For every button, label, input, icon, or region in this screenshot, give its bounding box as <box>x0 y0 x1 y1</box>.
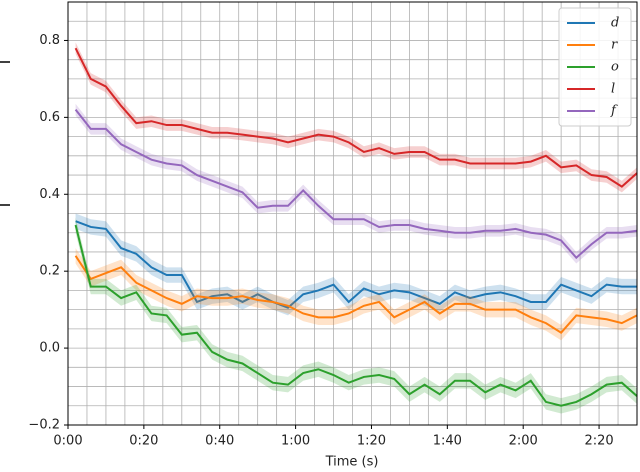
x-tick-label: 1:20 <box>357 434 386 449</box>
y-tick-label: 0.4 <box>39 187 60 202</box>
x-tick-label: 1:40 <box>433 434 462 449</box>
legend-label: f <box>610 104 618 119</box>
x-tick-label: 0:00 <box>53 434 82 449</box>
error-band <box>75 213 637 316</box>
legend-label: d <box>611 16 619 31</box>
y-tick-label: 0.6 <box>39 110 60 125</box>
y-tick-label: −0.2 <box>28 418 60 433</box>
legend-label: r <box>611 38 618 53</box>
x-tick-label: 2:00 <box>509 434 538 449</box>
x-tick-label: 0:20 <box>129 434 158 449</box>
line <box>75 220 637 309</box>
x-tick-label: 0:40 <box>205 434 234 449</box>
plot-frame <box>67 1 638 426</box>
y-tick-label: 0.2 <box>39 264 60 279</box>
y-tick-label: 0.0 <box>39 341 60 356</box>
x-axis-label: Time (s) <box>325 455 379 470</box>
error-band <box>75 248 637 341</box>
legend-label: o <box>611 60 619 75</box>
x-tick-label: 2:20 <box>584 434 613 449</box>
legend-label: l <box>611 82 615 97</box>
line <box>74 109 638 260</box>
line <box>74 255 638 335</box>
error-band <box>75 217 637 414</box>
line <box>74 47 638 188</box>
x-tick-label: 1:00 <box>281 434 310 449</box>
line <box>74 224 638 407</box>
y-tick-label: 0.8 <box>39 33 60 48</box>
